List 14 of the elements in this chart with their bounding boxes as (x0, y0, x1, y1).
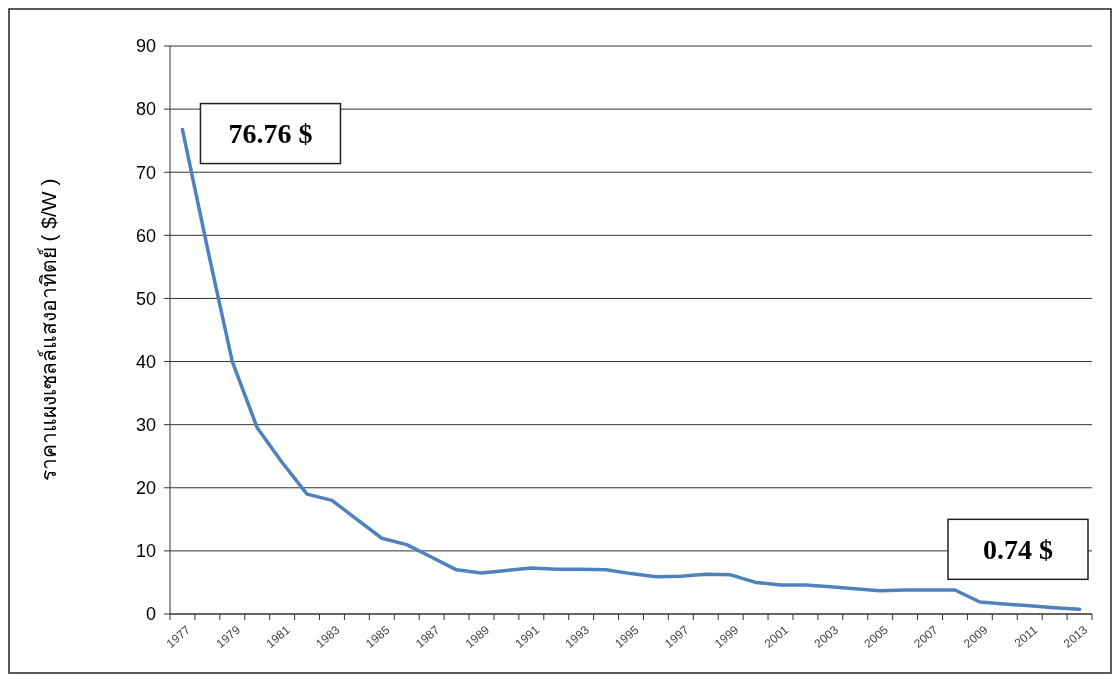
x-tick-label: 2011 (1011, 622, 1041, 651)
y-axis-title: ราคาแผงเซลล์แสงอาทิตย์ ( $/W ) (37, 178, 60, 482)
y-tick-label: 80 (135, 99, 156, 120)
y-tick-label: 90 (135, 36, 156, 57)
annotation: 0.74 $ (983, 534, 1053, 566)
y-tick-label: 40 (135, 351, 156, 372)
y-tick-label: 60 (135, 225, 156, 246)
y-tick-label: 30 (135, 414, 156, 435)
y-tick-label: 20 (135, 478, 156, 499)
y-tick-label: 50 (135, 288, 156, 309)
y-tick-label: 10 (135, 541, 156, 562)
y-tick-label: 70 (135, 162, 156, 183)
y-tick-label: 0 (145, 604, 156, 625)
annotation: 76.76 $ (228, 118, 313, 150)
